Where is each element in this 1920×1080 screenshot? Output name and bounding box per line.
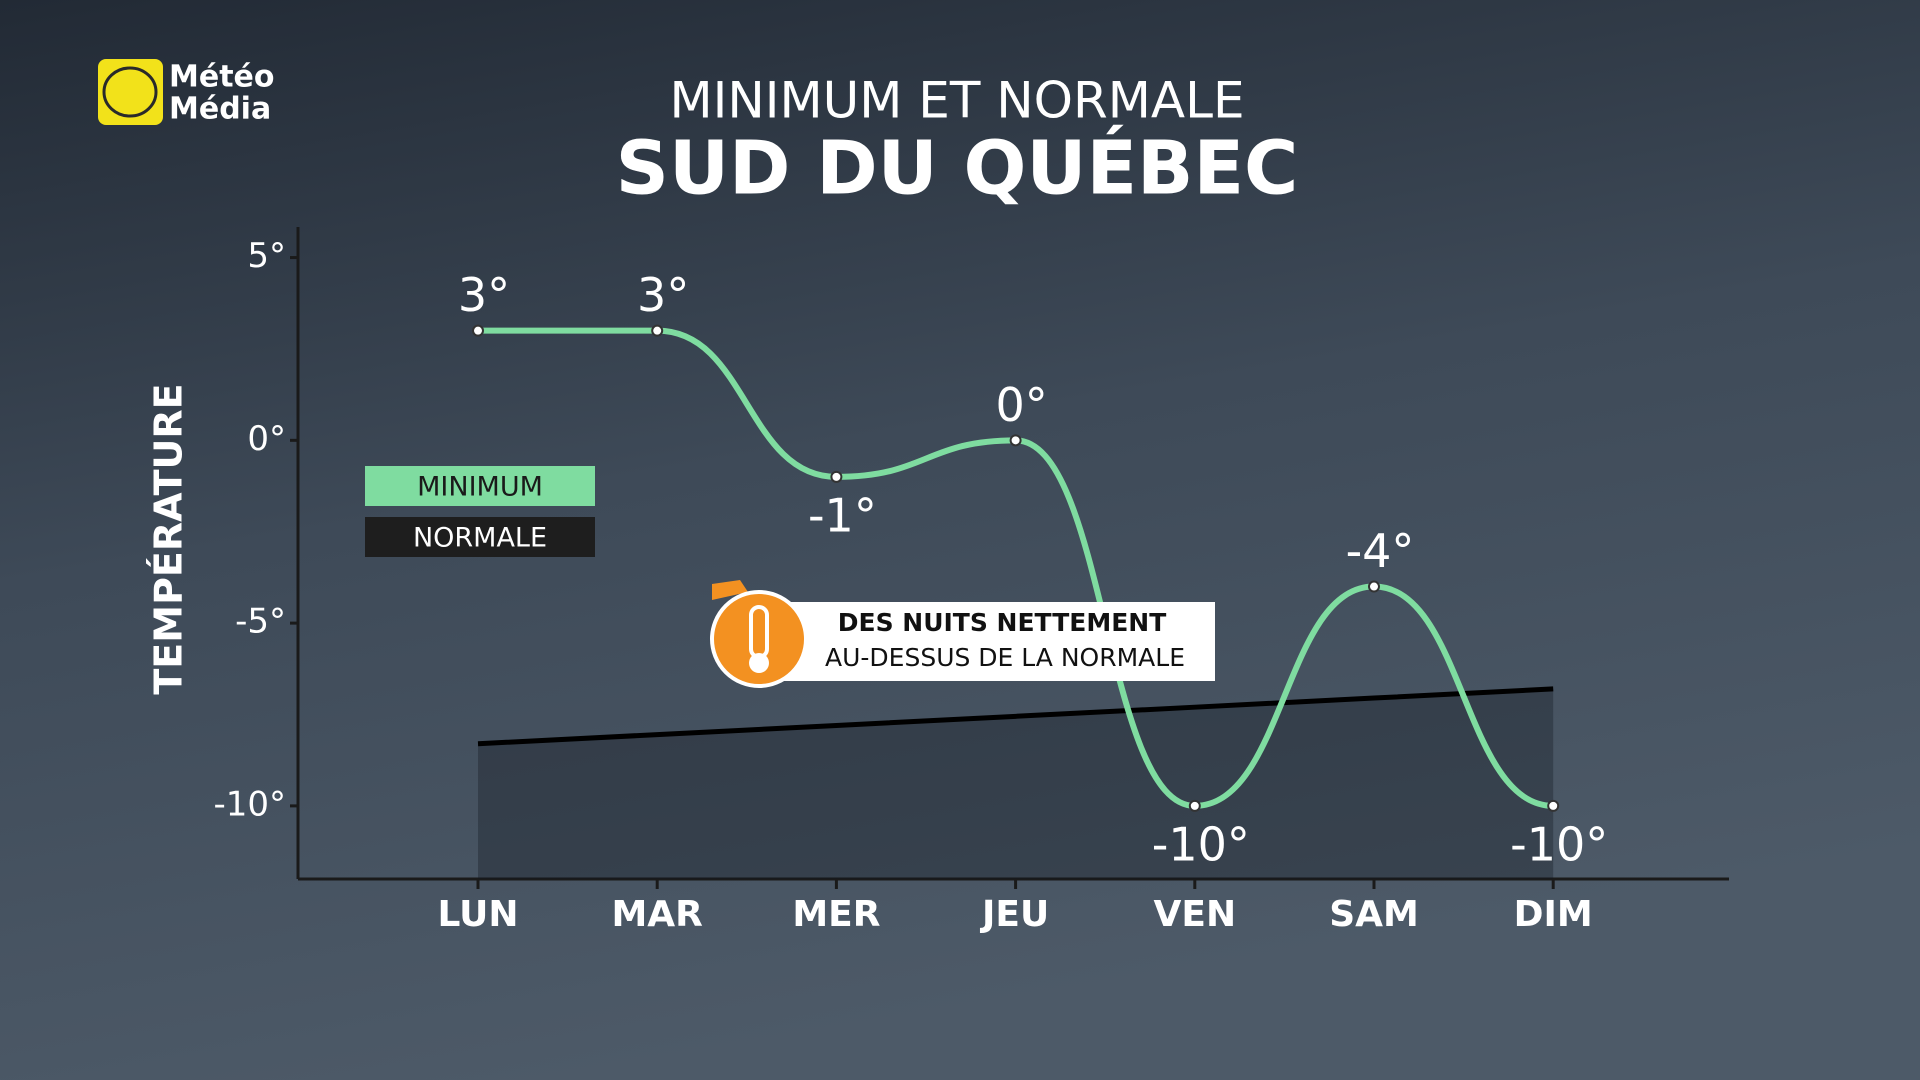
x-tick-label: DIM (1514, 894, 1593, 935)
chart-subtitle: SUD DU QUÉBEC (616, 124, 1299, 212)
logo-globe (102, 66, 158, 118)
annotation-box (784, 602, 1215, 681)
logo-text: Média (169, 92, 271, 127)
value-label: 0° (995, 378, 1047, 432)
x-tick-label: MAR (611, 894, 702, 935)
legend-swatch (365, 466, 595, 506)
data-point (472, 324, 484, 337)
value-label: 3° (637, 268, 689, 322)
value-label: -10° (1152, 817, 1250, 871)
chart-title: MINIMUM ET NORMALE (669, 72, 1244, 130)
x-tick-label: MER (792, 894, 880, 935)
value-label: -10° (1510, 817, 1608, 871)
y-tick-label: 0° (247, 419, 286, 459)
value-label: -4° (1346, 524, 1415, 578)
x-tick-label: LUN (437, 894, 518, 935)
annotation-text: DES NUITS NETTEMENT (838, 608, 1167, 637)
annotation-icon (710, 590, 808, 688)
annotation-tab (712, 580, 748, 600)
thermometer-bulb (749, 653, 769, 673)
value-label: -1° (808, 488, 877, 542)
y-tick-label: -10° (213, 784, 286, 824)
annotation-text: AU-DESSUS DE LA NORMALE (825, 643, 1185, 672)
x-tick-label: SAM (1329, 894, 1419, 935)
annotation: DES NUITS NETTEMENT AU-DESSUS DE LA NORM… (710, 580, 1215, 688)
data-point (1368, 580, 1380, 593)
y-axis-label: TEMPÉRATURE (147, 383, 191, 694)
data-point (1188, 799, 1201, 812)
data-point (830, 470, 843, 483)
data-point (1547, 799, 1560, 812)
normal-line (477, 686, 1554, 747)
x-tick-label: VEN (1154, 894, 1237, 935)
y-tick-label: -5° (235, 602, 286, 642)
normal-area (478, 688, 1554, 879)
value-label: 3° (458, 268, 510, 322)
data-point (651, 324, 664, 337)
data-point (1009, 434, 1022, 447)
legend-label: NORMALE (413, 523, 547, 554)
plot-area: 5° 0° -5° -10° LUN MAR MER JEU VEN SAM DIM 3° 3° -1° 0… (213, 227, 1729, 935)
y-tick-label: 5° (247, 236, 286, 276)
legend-label: MINIMUM (417, 472, 543, 503)
x-tick-label: JEU (979, 894, 1049, 935)
logo-text: Météo (169, 60, 275, 95)
legend-swatch (365, 517, 595, 557)
